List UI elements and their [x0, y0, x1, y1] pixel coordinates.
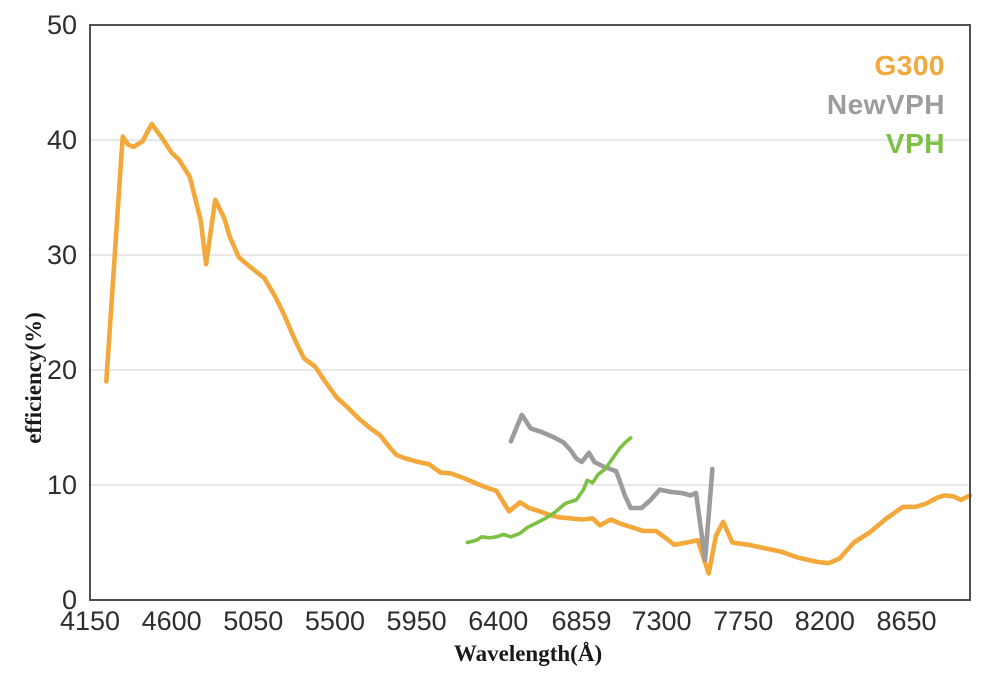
x-axis-title: Wavelength(Å) [453, 641, 603, 666]
series-line-g300 [104, 121, 973, 576]
legend-item-vph: VPH [885, 128, 945, 159]
legend-item-newvph: NewVPH [826, 89, 945, 120]
y-tick-label-50: 50 [47, 10, 77, 40]
x-tick-label-5050: 5050 [223, 606, 283, 636]
y-tick-label-30: 30 [47, 240, 77, 270]
x-tick-label-7300: 7300 [632, 606, 692, 636]
y-tick-label-20: 20 [47, 355, 77, 385]
x-tick-label-8200: 8200 [795, 606, 855, 636]
plot-border [89, 24, 971, 601]
x-tick-label-5950: 5950 [387, 606, 447, 636]
legend-item-g300: G300 [874, 50, 945, 81]
x-tick-label-4600: 4600 [142, 606, 202, 636]
y-tick-label-40: 40 [47, 125, 77, 155]
x-tick-label-5500: 5500 [305, 606, 365, 636]
series-line-newvph [508, 412, 715, 563]
x-tick-label-7750: 7750 [713, 606, 773, 636]
x-tick-label-4150: 4150 [60, 606, 120, 636]
x-tick-label-8650: 8650 [876, 606, 936, 636]
y-axis-title: efficiency(%) [21, 312, 46, 444]
x-tick-label-6859: 6859 [551, 606, 611, 636]
legend: G300 NewVPH VPH [827, 46, 945, 163]
y-tick-label-0: 0 [62, 585, 77, 615]
y-tick-label-10: 10 [47, 470, 77, 500]
series-line-vph [465, 436, 633, 545]
x-tick-label-6400: 6400 [468, 606, 528, 636]
